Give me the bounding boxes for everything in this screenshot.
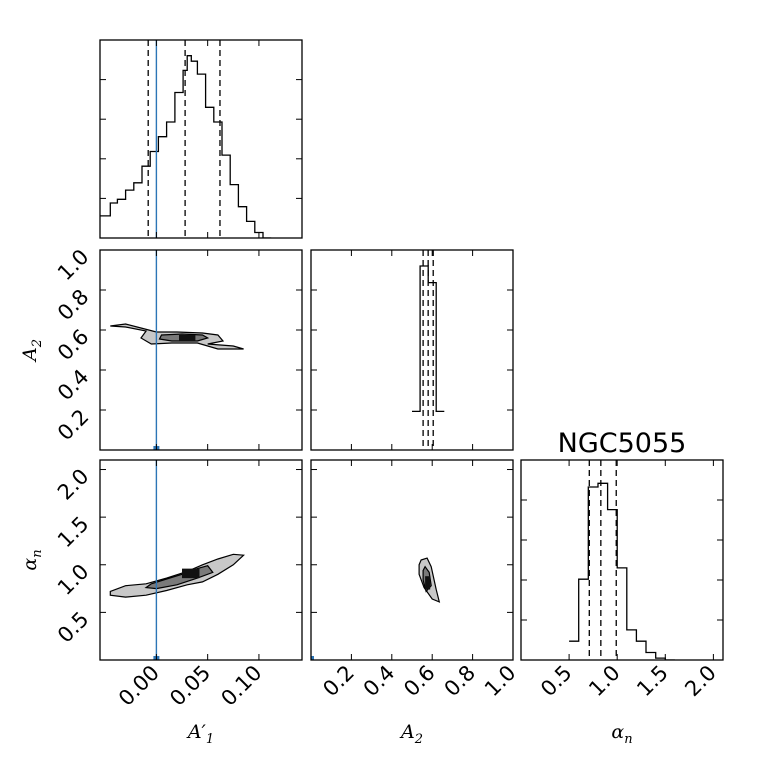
- y-tick-label-A2: 0.6: [53, 325, 94, 366]
- x-tick-label-alpha_n: 1.0: [584, 661, 625, 702]
- histogram-A2: [412, 250, 445, 450]
- x-tick-label-A2: 0.6: [399, 661, 440, 702]
- x-tick-label-A2: 0.2: [318, 661, 359, 702]
- y-tick-label-alpha_n: 0.5: [53, 607, 94, 648]
- histogram-step: [569, 482, 675, 660]
- frames-layer: [99, 39, 724, 661]
- panel-frame: [99, 249, 303, 451]
- chart-title: NGC5055: [558, 428, 687, 459]
- lines-layer: [100, 40, 675, 660]
- y-axis-label-alpha_n: αn: [19, 549, 45, 570]
- y-axis-label-A2: A2: [19, 339, 45, 363]
- panel-frame: [99, 39, 303, 239]
- y-tick-label-A2: 0.8: [53, 285, 94, 326]
- x-tick-label-alpha_n: 0.5: [536, 661, 577, 702]
- x-tick-label-A2: 0.4: [359, 661, 400, 702]
- histogram-step: [412, 265, 445, 413]
- x-tick-label-A1p: 0.05: [165, 661, 215, 711]
- y-tick-label-A2: 0.2: [53, 405, 94, 446]
- x-tick-label-alpha_n: 1.5: [632, 661, 673, 702]
- y-tick-label-alpha_n: 2.0: [53, 464, 94, 505]
- truth-marker: [311, 656, 314, 660]
- density-core: [182, 568, 200, 579]
- y-tick-label-alpha_n: 1.0: [53, 559, 94, 600]
- histogram-step: [100, 55, 272, 238]
- density-layer: [109, 323, 441, 603]
- x-axis-label-alpha_n: αn: [611, 721, 632, 747]
- panel-frame: [310, 249, 514, 451]
- x-tick-label-alpha_n: 2.0: [680, 661, 721, 702]
- x-tick-label-A1p: 0.00: [114, 661, 164, 711]
- x-axis-label-A2: A2: [399, 721, 423, 747]
- density-core: [425, 576, 431, 590]
- y-tick-label-A2: 0.4: [53, 365, 94, 406]
- x-tick-label-A1p: 0.10: [216, 661, 266, 711]
- x-tick-label-A2: 1.0: [480, 661, 521, 702]
- panel-frame: [520, 459, 724, 661]
- density-A2-alpha_n: [418, 557, 441, 603]
- panel-frame: [310, 459, 514, 661]
- density-A1p-A2: [110, 323, 244, 350]
- density-A1p-alpha_n: [109, 553, 245, 598]
- x-axis-label-A1p: A′1: [186, 721, 214, 747]
- histogram-alpha_n: [569, 460, 675, 660]
- x-tick-label-A2: 0.8: [440, 661, 481, 702]
- histogram-A1p: [100, 40, 272, 238]
- y-tick-label-alpha_n: 1.5: [53, 512, 94, 553]
- density-core: [179, 335, 196, 341]
- panel-frame: [99, 459, 303, 661]
- y-tick-label-A2: 1.0: [53, 245, 94, 286]
